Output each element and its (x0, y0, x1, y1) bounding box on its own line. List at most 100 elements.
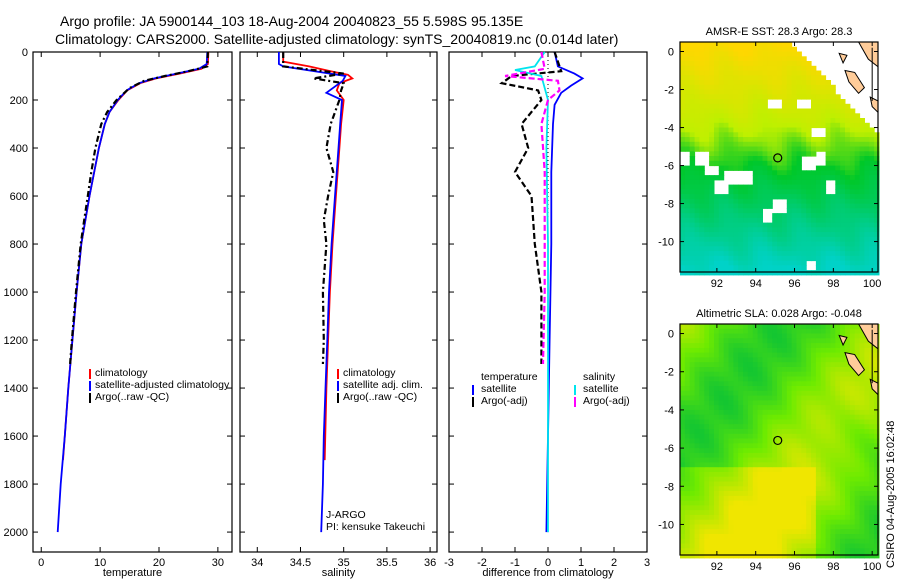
map-cell (699, 400, 705, 406)
map-cell (801, 433, 807, 440)
map-cell (704, 443, 710, 449)
map-cell (743, 160, 749, 167)
map-cell (762, 118, 768, 124)
map-cell (796, 443, 802, 449)
map-cell (781, 367, 788, 373)
map-cell (806, 113, 812, 119)
map-cell (840, 179, 846, 186)
map-cell (796, 505, 802, 511)
map-cell (830, 491, 836, 497)
map-cell (811, 429, 817, 435)
map-cell (757, 433, 763, 440)
map-cell (747, 514, 754, 521)
map-cell (723, 203, 730, 209)
map-cell (806, 491, 812, 497)
map-cell (845, 457, 851, 463)
map-cell (762, 51, 768, 57)
map-cell (825, 371, 831, 377)
map-cell (781, 347, 788, 354)
map-cell (738, 127, 744, 133)
map-cell (714, 424, 720, 430)
map-cell (830, 400, 836, 406)
map-cell (728, 433, 734, 440)
map-cell (694, 103, 700, 110)
map-cell (840, 548, 846, 554)
map-cell (694, 99, 700, 105)
map-cell (699, 548, 705, 554)
map-cell (752, 510, 759, 516)
map-cell (825, 255, 831, 262)
map-cell (714, 400, 720, 406)
map-cell (718, 390, 725, 397)
map-cell (752, 476, 759, 482)
map-cell (806, 452, 812, 459)
map-cell (767, 175, 773, 181)
map-cell (757, 113, 763, 119)
map-cell (694, 217, 700, 224)
map-cell (859, 208, 865, 214)
map-cell (704, 113, 710, 119)
map-cell (743, 42, 749, 48)
map-cell (835, 189, 841, 195)
map-cell (767, 500, 773, 506)
map-cell (835, 514, 841, 521)
map-cell (791, 179, 797, 186)
map-cell (815, 347, 822, 354)
map-cell (723, 46, 730, 53)
map-cell (699, 213, 705, 219)
map-cell (699, 367, 705, 373)
map-cell (840, 270, 846, 276)
map-cell (845, 462, 851, 468)
map-cell (815, 94, 822, 100)
map-cell (680, 260, 686, 266)
map-cell (845, 213, 851, 219)
map-cell (684, 165, 691, 171)
map-cell (777, 457, 783, 463)
map-cell (835, 270, 841, 276)
map-cell (840, 103, 846, 110)
map-cell (786, 265, 793, 271)
legend-label: Argo(-adj) (481, 395, 528, 407)
map-cell (733, 347, 739, 354)
map-cell (714, 443, 720, 449)
map-cell (699, 236, 705, 243)
map-cell (718, 194, 725, 200)
map-cell (777, 343, 783, 349)
map-cell (704, 500, 710, 506)
x-tick-label: 2 (611, 557, 617, 569)
map-cell (859, 486, 865, 492)
map-cell (772, 118, 778, 124)
map-cell (820, 213, 827, 219)
map-cell (767, 270, 773, 276)
map-cell (752, 127, 759, 133)
map-cell (684, 241, 691, 247)
map-cell (752, 424, 759, 430)
map-cell (762, 113, 768, 119)
map-cell (830, 84, 836, 91)
map-cell (801, 217, 807, 224)
map-cell (840, 236, 846, 243)
map-cell (738, 500, 744, 506)
y-tick-label: -6 (664, 161, 674, 173)
y-tick-label: -6 (664, 443, 674, 455)
map-cell (772, 524, 778, 530)
map-cell (849, 505, 856, 511)
map-cell (806, 222, 812, 228)
map-cell (723, 146, 730, 152)
map-cell (806, 236, 812, 243)
map-cell (699, 452, 705, 459)
map-cell (869, 462, 875, 468)
map-cell (733, 118, 739, 124)
x-tick-label: 94 (750, 278, 762, 290)
map-cell (830, 99, 836, 105)
map-cell (835, 553, 841, 559)
map-cell (806, 472, 812, 478)
map-cell (752, 500, 759, 506)
map-cell (689, 500, 696, 506)
map-cell (835, 414, 841, 420)
map-cell (781, 452, 788, 459)
map-cell (684, 42, 691, 48)
map-cell (714, 433, 720, 440)
map-cell (835, 519, 841, 525)
map-cell (709, 429, 715, 435)
